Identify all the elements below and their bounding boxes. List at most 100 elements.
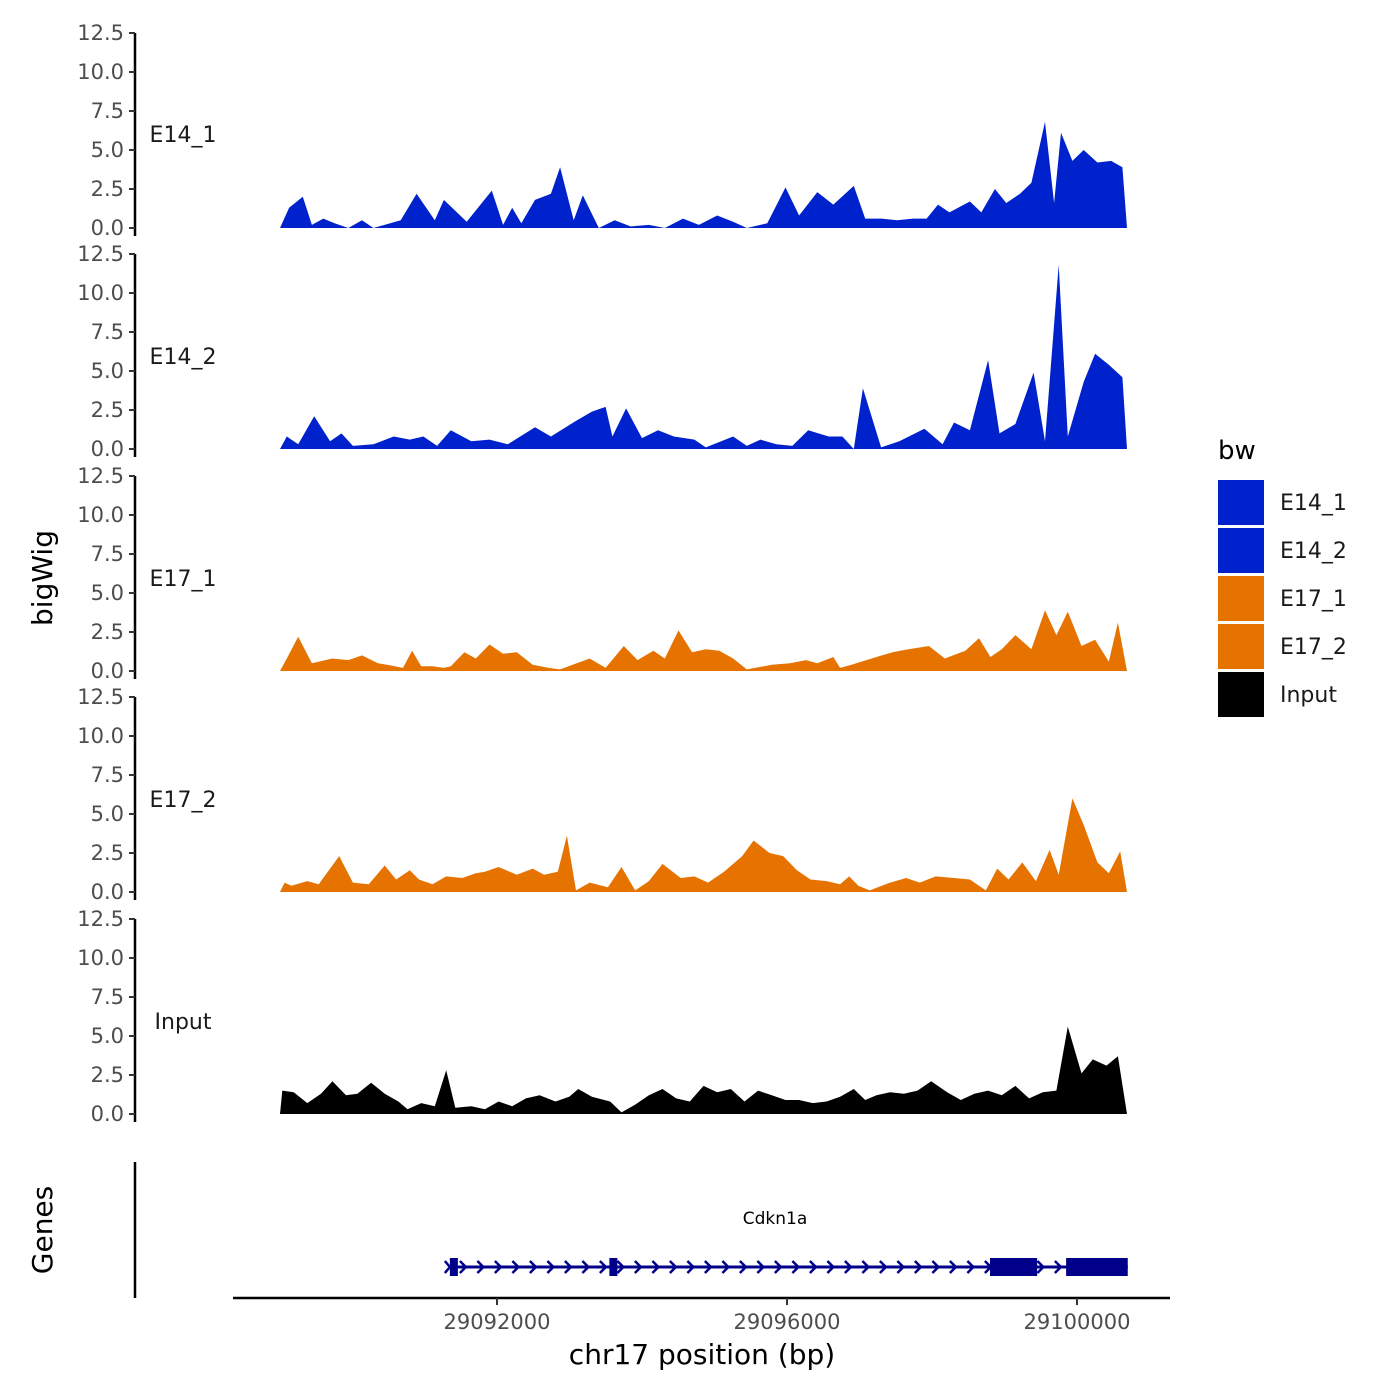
x-axis-title: chr17 position (bp) bbox=[569, 1338, 835, 1371]
genes-axis-title: Genes bbox=[26, 1186, 59, 1274]
gene-label: Cdkn1a bbox=[743, 1209, 808, 1229]
y-tick-label: 7.5 bbox=[91, 985, 124, 1009]
strand-arrow-icon bbox=[616, 1260, 626, 1274]
y-tick-label: 10.0 bbox=[77, 724, 124, 748]
y-tick-label: 12.5 bbox=[77, 242, 124, 266]
y-tick-label: 2.5 bbox=[91, 398, 124, 422]
legend-label: E14_2 bbox=[1280, 539, 1347, 564]
coverage-area bbox=[280, 264, 1127, 449]
y-tick-label: 10.0 bbox=[77, 946, 124, 970]
strand-arrow-icon bbox=[633, 1260, 643, 1274]
y-tick-label: 0.0 bbox=[91, 437, 124, 461]
track-label: Input bbox=[155, 1010, 212, 1035]
x-tick-label: 29096000 bbox=[734, 1310, 841, 1334]
strand-arrow-icon bbox=[948, 1260, 958, 1274]
coverage-area bbox=[280, 121, 1127, 228]
y-tick-label: 2.5 bbox=[91, 177, 124, 201]
legend-key bbox=[1218, 480, 1264, 525]
y-tick-label: 12.5 bbox=[77, 21, 124, 45]
strand-arrow-icon bbox=[458, 1260, 468, 1274]
legend-title: bw bbox=[1218, 436, 1256, 466]
y-tick-label: 5.0 bbox=[91, 138, 124, 162]
legend-key bbox=[1218, 576, 1264, 621]
exon-block bbox=[609, 1258, 618, 1276]
x-tick-label: 29092000 bbox=[444, 1310, 551, 1334]
y-tick-label: 2.5 bbox=[91, 620, 124, 644]
strand-arrow-icon bbox=[528, 1260, 538, 1274]
track-label: E14_1 bbox=[150, 123, 217, 148]
strand-arrow-icon bbox=[738, 1260, 748, 1274]
y-tick-label: 10.0 bbox=[77, 60, 124, 84]
track-e17-2: 0.0 2.5 5.0 7.5 10.0 12.5 E17_2 bbox=[77, 685, 1127, 904]
coverage-area bbox=[280, 798, 1127, 892]
legend-key bbox=[1218, 624, 1264, 669]
track-label: E17_1 bbox=[150, 567, 217, 592]
y-tick-label: 12.5 bbox=[77, 685, 124, 709]
strand-arrow-icon bbox=[808, 1260, 818, 1274]
legend-label: E17_1 bbox=[1280, 587, 1347, 612]
gene-model-cdkn1a bbox=[443, 1258, 1128, 1276]
y-tick-label: 0.0 bbox=[91, 1102, 124, 1126]
strand-arrow-icon bbox=[913, 1260, 923, 1274]
track-panels: 0.0 2.5 5.0 7.5 10.0 12.5 E14_1 0.0 2.5 5.0 7.5 10.… bbox=[77, 21, 1127, 1126]
strand-arrow-icon bbox=[511, 1260, 521, 1274]
strand-arrow-icon bbox=[686, 1260, 696, 1274]
y-tick-label: 0.0 bbox=[91, 659, 124, 683]
strand-arrow-icon bbox=[861, 1260, 871, 1274]
strand-arrow-icon bbox=[1053, 1260, 1063, 1274]
y-tick-label: 5.0 bbox=[91, 802, 124, 826]
strand-arrow-icon bbox=[1036, 1260, 1046, 1274]
legend-key bbox=[1218, 672, 1264, 717]
y-tick-label: 5.0 bbox=[91, 581, 124, 605]
strand-arrow-icon bbox=[651, 1260, 661, 1274]
track-e14-1: 0.0 2.5 5.0 7.5 10.0 12.5 E14_1 bbox=[77, 21, 1127, 240]
track-input: 0.0 2.5 5.0 7.5 10.0 12.5 Input bbox=[77, 907, 1127, 1126]
strand-arrow-icon bbox=[493, 1260, 503, 1274]
legend: bw E14_1 E14_2 E17_1 E17_2 Input bbox=[1218, 436, 1347, 717]
exon-block bbox=[449, 1258, 458, 1276]
track-label: E17_2 bbox=[150, 788, 217, 813]
strand-arrow-icon bbox=[878, 1260, 888, 1274]
strand-arrow-icon bbox=[826, 1260, 836, 1274]
strand-arrow-icon bbox=[843, 1260, 853, 1274]
y-tick-label: 0.0 bbox=[91, 880, 124, 904]
track-label: E14_2 bbox=[150, 345, 217, 370]
y-tick-label: 2.5 bbox=[91, 1063, 124, 1087]
genes-panel: Genes Cdkn1a bbox=[26, 1162, 1128, 1298]
y-tick-label: 2.5 bbox=[91, 841, 124, 865]
exon-block bbox=[1066, 1258, 1128, 1276]
legend-label: Input bbox=[1280, 683, 1337, 708]
strand-arrow-icon bbox=[581, 1260, 591, 1274]
legend-label: E14_1 bbox=[1280, 491, 1347, 516]
coverage-area bbox=[280, 1026, 1127, 1114]
strand-arrow-icon bbox=[546, 1260, 556, 1274]
y-tick-label: 7.5 bbox=[91, 99, 124, 123]
strand-arrow-icon bbox=[476, 1260, 486, 1274]
y-tick-label: 7.5 bbox=[91, 320, 124, 344]
track-e14-2: 0.0 2.5 5.0 7.5 10.0 12.5 E14_2 bbox=[77, 242, 1127, 461]
strand-arrow-icon bbox=[598, 1260, 608, 1274]
strand-arrow-icon bbox=[721, 1260, 731, 1274]
strand-arrow-icon bbox=[563, 1260, 573, 1274]
legend-key bbox=[1218, 528, 1264, 573]
strand-arrow-icon bbox=[756, 1260, 766, 1274]
strand-arrow-icon bbox=[966, 1260, 976, 1274]
y-tick-label: 7.5 bbox=[91, 763, 124, 787]
y-tick-label: 7.5 bbox=[91, 542, 124, 566]
y-axis-title: bigWig bbox=[26, 530, 59, 626]
strand-arrow-icon bbox=[931, 1260, 941, 1274]
strand-arrow-icon bbox=[896, 1260, 906, 1274]
x-tick-label: 29100000 bbox=[1024, 1310, 1131, 1334]
y-tick-label: 5.0 bbox=[91, 1024, 124, 1048]
strand-arrow-icon bbox=[773, 1260, 783, 1274]
y-tick-label: 10.0 bbox=[77, 281, 124, 305]
strand-arrow-icon bbox=[703, 1260, 713, 1274]
legend-label: E17_2 bbox=[1280, 635, 1347, 660]
track-e17-1: 0.0 2.5 5.0 7.5 10.0 12.5 E17_1 bbox=[77, 464, 1127, 683]
y-tick-label: 12.5 bbox=[77, 907, 124, 931]
strand-arrow-icon bbox=[791, 1260, 801, 1274]
y-tick-label: 5.0 bbox=[91, 359, 124, 383]
y-tick-label: 12.5 bbox=[77, 464, 124, 488]
coverage-area bbox=[280, 610, 1127, 671]
